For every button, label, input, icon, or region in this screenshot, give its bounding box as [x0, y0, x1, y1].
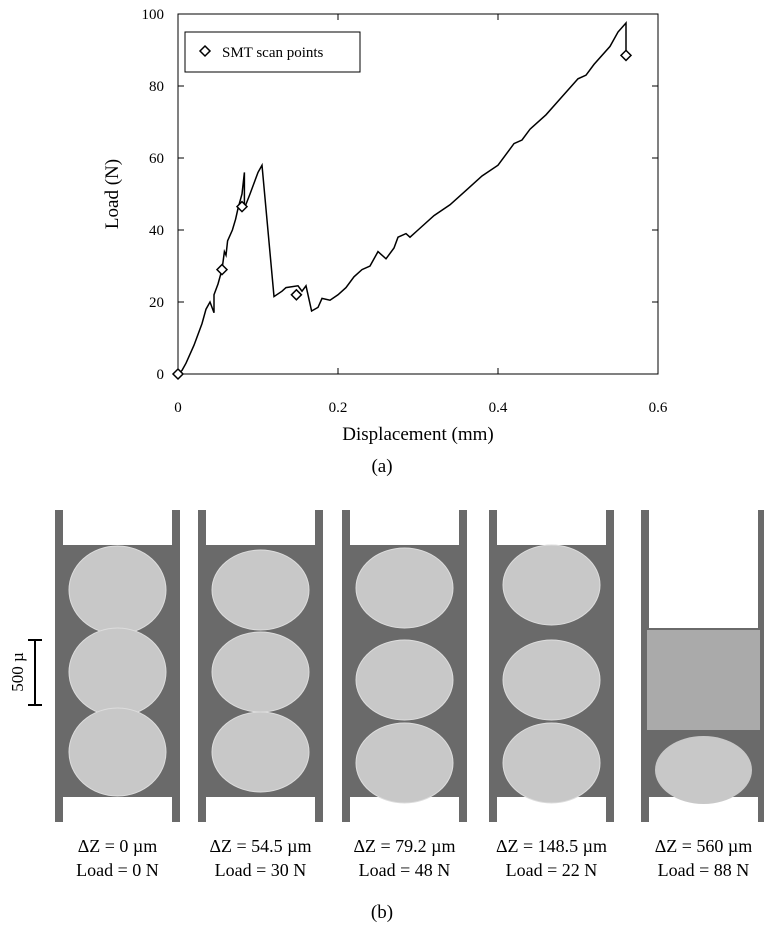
y-tick-label: 100 [142, 7, 165, 23]
scan-point [235, 200, 249, 213]
dz-label: ΔZ = 54.5 µm [209, 836, 311, 856]
load-line [177, 21, 627, 375]
particle [502, 722, 601, 804]
particle [355, 547, 454, 629]
dz-label: ΔZ = 560 µm [655, 836, 753, 856]
y-tick-label: 0 [157, 367, 165, 383]
load-label: Load = 30 N [215, 860, 307, 880]
x-axis-label: Displacement (mm) [342, 424, 493, 445]
scan-point [171, 367, 185, 381]
particle [502, 544, 601, 626]
ct-image [55, 510, 180, 822]
ct-image [641, 510, 764, 822]
particle [68, 707, 167, 797]
particle [68, 627, 167, 717]
y-tick-label: 40 [149, 223, 164, 239]
particle [502, 639, 601, 721]
y-tick-label: 80 [149, 79, 164, 95]
load-label: Load = 88 N [658, 860, 750, 880]
ct-image [198, 510, 323, 822]
particle [355, 639, 454, 721]
scale-label: 500 µ [8, 652, 27, 692]
x-tick-label: 0.4 [489, 400, 508, 416]
x-tick-label: 0.2 [329, 400, 348, 416]
particle [211, 711, 310, 793]
y-axis-label: Load (N) [102, 159, 123, 229]
platen-gap [206, 510, 315, 545]
platen-gap [206, 797, 315, 822]
legend [184, 31, 361, 73]
crushed-zone [647, 630, 760, 730]
platen-gap [63, 510, 172, 545]
dz-label: ΔZ = 0 µm [78, 836, 158, 856]
platen-gap [497, 510, 606, 545]
plot-frame [177, 13, 659, 375]
ct-image [342, 510, 467, 822]
load-label: Load = 22 N [506, 860, 598, 880]
dz-label: ΔZ = 148.5 µm [496, 836, 607, 856]
dz-label: ΔZ = 79.2 µm [353, 836, 455, 856]
particle [68, 545, 167, 635]
load-label: Load = 48 N [359, 860, 451, 880]
scan-point [290, 288, 303, 301]
scan-point [619, 49, 633, 62]
platen-gap [63, 797, 172, 822]
x-tick-label: 0.6 [649, 400, 668, 416]
particle [211, 549, 310, 631]
platen-gap [350, 510, 459, 545]
x-tick-label: 0 [174, 400, 182, 416]
platen-gap [649, 510, 758, 628]
particle [655, 736, 752, 804]
caption-a: (a) [371, 456, 392, 477]
legend-marker [198, 44, 212, 58]
caption-b: (b) [371, 902, 393, 923]
particle [211, 631, 310, 713]
legend-label: SMT scan points [222, 45, 324, 61]
y-tick-label: 20 [149, 295, 164, 311]
load-label: Load = 0 N [76, 860, 159, 880]
scan-point [215, 263, 229, 276]
ct-image [489, 510, 614, 822]
y-tick-label: 60 [149, 151, 164, 167]
particle [355, 722, 454, 804]
